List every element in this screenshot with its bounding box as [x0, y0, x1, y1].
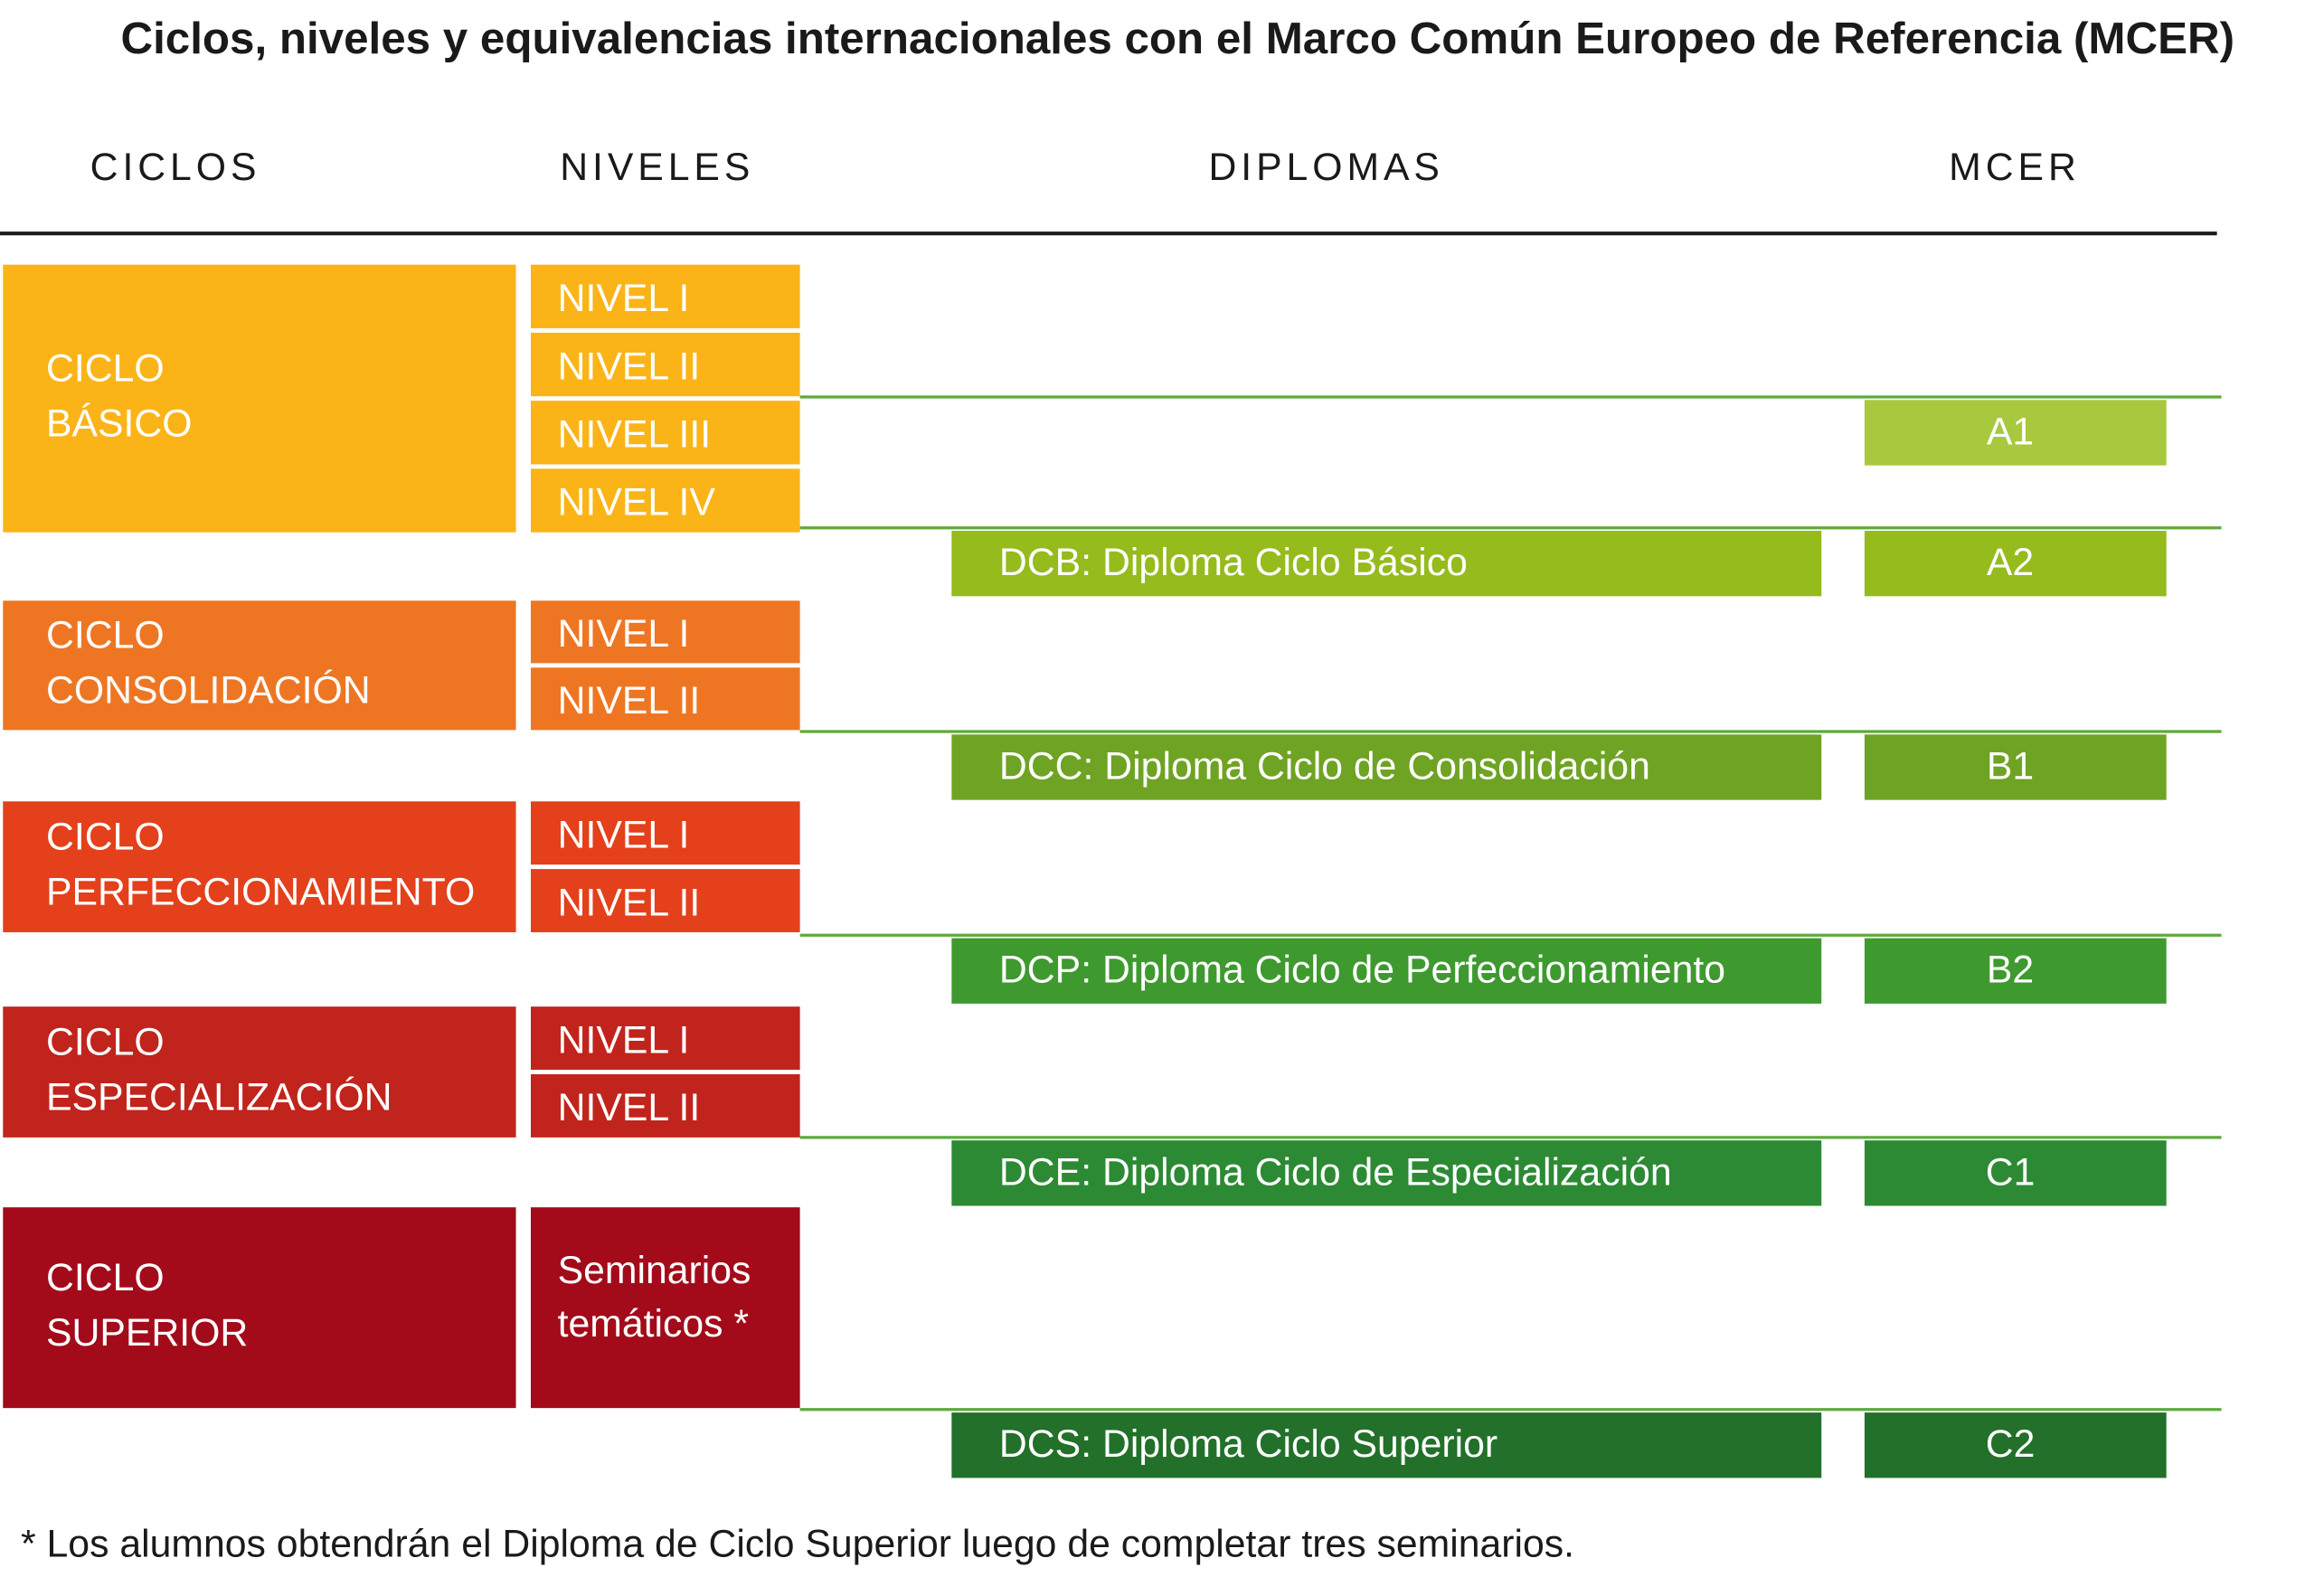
- mcer-box: [1864, 400, 2167, 466]
- mcer-box: [1864, 1412, 2167, 1478]
- column-header: CICLOS: [90, 146, 261, 189]
- cycle-name: CICLO: [46, 816, 165, 859]
- diploma-box: [951, 938, 1822, 1004]
- level-label: NIVEL I: [558, 612, 690, 656]
- mcer-box: [1864, 531, 2167, 597]
- level-box: [531, 468, 800, 533]
- diploma-label: DCC: Diploma Ciclo de Consolidación: [999, 744, 1650, 788]
- column-header: DIPLOMAS: [1208, 146, 1443, 189]
- mcer-label: B1: [1987, 744, 2034, 788]
- level-label: NIVEL II: [558, 345, 701, 388]
- mcer-box: [1864, 1140, 2167, 1206]
- cycle-name: CONSOLIDACIÓN: [46, 669, 371, 713]
- cycle-box: [3, 264, 516, 533]
- level-box: [531, 332, 800, 397]
- cycle-box: [3, 801, 516, 932]
- cycle-name: PERFECCIONAMIENTO: [46, 870, 475, 913]
- level-box: [531, 1074, 800, 1138]
- diploma-box: [951, 1412, 1822, 1478]
- mcer-label: C2: [1986, 1422, 2036, 1466]
- diploma-box: [951, 531, 1822, 597]
- cycle-name: CICLO: [46, 614, 165, 657]
- diploma-label: DCE: Diploma Ciclo de Especialización: [999, 1150, 1672, 1194]
- level-box: [531, 401, 800, 465]
- cycle-box: [3, 1006, 516, 1138]
- level-label: NIVEL I: [558, 1018, 690, 1062]
- level-box: [531, 1207, 800, 1409]
- level-label: NIVEL II: [558, 881, 701, 924]
- diploma-label: DCB: Diploma Ciclo Básico: [999, 541, 1468, 584]
- level-box: [531, 667, 800, 731]
- level-box: [531, 1006, 800, 1071]
- level-label: NIVEL I: [558, 277, 690, 320]
- mcer-label: A2: [1987, 541, 2034, 584]
- cycle-name: CICLO: [46, 347, 165, 391]
- level-label: NIVEL III: [558, 413, 711, 457]
- mcer-label: B2: [1987, 949, 2034, 992]
- mcer-box: [1864, 734, 2167, 800]
- cycle-box: [3, 600, 516, 731]
- mcer-box: [1864, 938, 2167, 1004]
- mcer-label: A1: [1987, 410, 2034, 453]
- level-box: [531, 869, 800, 932]
- diploma-label: DCS: Diploma Ciclo Superior: [999, 1422, 1497, 1466]
- cycle-name: CICLO: [46, 1256, 165, 1299]
- mcer-label: C1: [1986, 1150, 2036, 1194]
- cycle-name: CICLO: [46, 1020, 165, 1063]
- cycle-name: BÁSICO: [46, 401, 193, 445]
- cycle-name: ESPECIALIZACIÓN: [46, 1075, 392, 1119]
- diploma-box: [951, 734, 1822, 800]
- title: Ciclos, niveles y equivalencias internac…: [120, 14, 2234, 63]
- level-label: NIVEL I: [558, 813, 690, 856]
- level-label: NIVEL II: [558, 1086, 701, 1129]
- level-box: [531, 600, 800, 664]
- cycle-name: SUPERIOR: [46, 1311, 248, 1355]
- seminar-label: temáticos *: [558, 1302, 749, 1346]
- level-box: [531, 264, 800, 328]
- diploma-box: [951, 1140, 1822, 1206]
- diploma-label: DCP: Diploma Ciclo de Perfeccionamiento: [999, 949, 1725, 992]
- level-box: [531, 801, 800, 865]
- seminar-label: Seminarios: [558, 1249, 751, 1292]
- column-header: NIVELES: [560, 146, 754, 189]
- level-label: NIVEL II: [558, 679, 701, 722]
- cycle-box: [3, 1207, 516, 1409]
- level-label: NIVEL IV: [558, 481, 716, 524]
- footnote: * Los alumnos obtendrán el Diploma de Ci…: [21, 1522, 1574, 1565]
- column-header: MCER: [1949, 146, 2081, 189]
